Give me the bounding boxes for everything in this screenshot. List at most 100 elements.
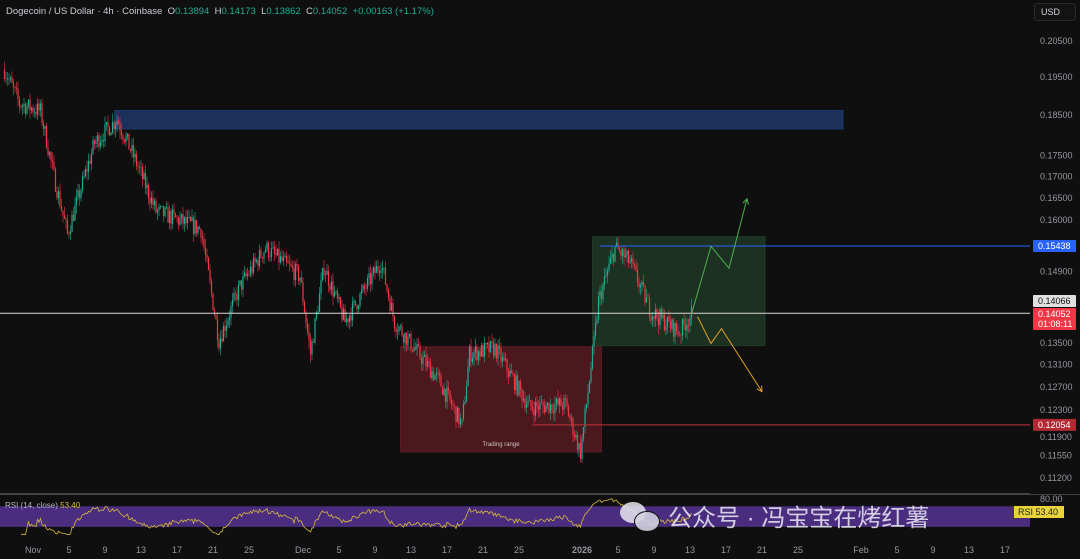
candle bbox=[153, 198, 156, 211]
price-tick: 0.11550 bbox=[1040, 451, 1072, 461]
candle bbox=[690, 298, 693, 326]
candle-body bbox=[50, 152, 52, 161]
candle-body bbox=[404, 332, 406, 343]
candle bbox=[402, 333, 405, 349]
candle-body bbox=[486, 343, 489, 345]
candle-body bbox=[108, 126, 111, 136]
candle-body bbox=[386, 284, 388, 291]
price-label-badge bbox=[1033, 294, 1076, 307]
candle-body bbox=[362, 285, 364, 291]
candle bbox=[224, 319, 226, 338]
candle-body bbox=[528, 400, 531, 401]
candle bbox=[72, 206, 75, 222]
candle-body bbox=[218, 340, 220, 349]
supply-zone bbox=[114, 110, 844, 130]
candle bbox=[560, 394, 562, 407]
currency-button[interactable]: USD bbox=[1034, 3, 1076, 21]
candle bbox=[642, 274, 645, 288]
time-tick: 5 bbox=[336, 545, 341, 555]
close-value: 0.14052 bbox=[312, 6, 348, 17]
candle-body bbox=[573, 435, 576, 438]
candle-body bbox=[500, 348, 502, 362]
candle-body bbox=[54, 168, 57, 192]
time-tick: 17 bbox=[1000, 545, 1010, 555]
candle bbox=[237, 280, 240, 308]
candle-body bbox=[378, 270, 381, 273]
candle-body bbox=[552, 410, 555, 414]
candle bbox=[512, 369, 514, 377]
candle-body bbox=[681, 319, 684, 336]
candle-body bbox=[596, 319, 598, 324]
candle bbox=[140, 159, 142, 177]
candle-body bbox=[167, 207, 169, 223]
candle bbox=[561, 401, 564, 416]
price-label-badge bbox=[1033, 307, 1076, 330]
wechat-icon bbox=[620, 501, 660, 532]
candle-body bbox=[128, 133, 130, 150]
candle-body bbox=[206, 254, 208, 258]
candle bbox=[459, 413, 462, 428]
candle bbox=[438, 369, 441, 384]
candle-body bbox=[180, 214, 183, 219]
candle-body bbox=[423, 355, 426, 358]
candle bbox=[105, 121, 108, 131]
candle bbox=[585, 403, 588, 413]
candle bbox=[162, 205, 165, 223]
candle bbox=[383, 267, 385, 275]
candle bbox=[192, 215, 195, 243]
candle bbox=[497, 339, 499, 366]
candle bbox=[513, 372, 516, 395]
candle-body bbox=[497, 345, 499, 359]
candle bbox=[146, 176, 148, 195]
candle bbox=[348, 314, 351, 330]
candle-body bbox=[18, 98, 21, 106]
candle bbox=[575, 430, 577, 441]
candle-body bbox=[624, 255, 627, 258]
price-tick: 0.12300 bbox=[1040, 405, 1073, 415]
candle bbox=[554, 396, 556, 422]
candle-body bbox=[44, 126, 46, 129]
candle bbox=[321, 267, 324, 282]
candle bbox=[456, 405, 459, 423]
candle bbox=[366, 274, 369, 292]
candle bbox=[653, 316, 655, 327]
candle bbox=[531, 400, 534, 414]
candle-body bbox=[263, 252, 265, 259]
candle bbox=[563, 394, 565, 415]
candle bbox=[572, 416, 574, 443]
candle-body bbox=[389, 297, 391, 311]
candle bbox=[185, 209, 187, 227]
candle-body bbox=[296, 264, 298, 267]
price-tick: 0.17000 bbox=[1040, 171, 1073, 181]
candle bbox=[197, 225, 199, 236]
candle bbox=[338, 293, 340, 304]
candle-body bbox=[542, 402, 544, 406]
candle-body bbox=[353, 300, 355, 303]
candle bbox=[300, 270, 303, 284]
candle bbox=[600, 283, 603, 306]
candle-body bbox=[183, 217, 186, 224]
candle bbox=[239, 280, 241, 287]
candle bbox=[546, 402, 549, 410]
candle bbox=[470, 338, 472, 368]
candle bbox=[432, 366, 435, 382]
candle bbox=[387, 287, 390, 301]
candle bbox=[381, 260, 384, 279]
candle bbox=[540, 395, 543, 404]
time-tick: 9 bbox=[372, 545, 377, 555]
candle-body bbox=[558, 398, 561, 405]
candle-body bbox=[75, 196, 78, 206]
candle-body bbox=[642, 281, 645, 286]
candle-body bbox=[531, 406, 534, 410]
candle bbox=[686, 317, 688, 339]
candle-body bbox=[387, 290, 390, 298]
candle bbox=[462, 400, 465, 422]
candle-body bbox=[233, 293, 235, 300]
projection-zone bbox=[592, 236, 766, 347]
candle-body bbox=[284, 255, 286, 258]
candle bbox=[413, 339, 415, 353]
candle-body bbox=[90, 153, 93, 164]
candle bbox=[567, 403, 570, 418]
candle bbox=[101, 134, 103, 146]
